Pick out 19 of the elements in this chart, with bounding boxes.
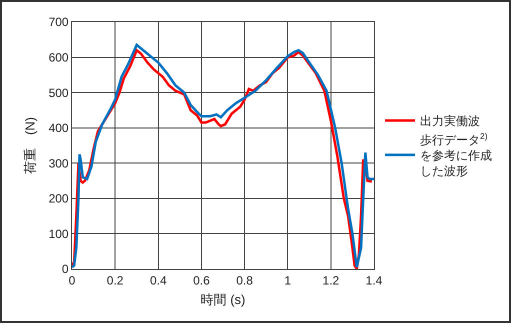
y-tick-label: 400 — [48, 121, 69, 136]
x-tick-label: 1.4 — [366, 273, 383, 288]
x-tick-label: 0.6 — [193, 273, 210, 288]
y-tick-label: 200 — [48, 192, 69, 206]
x-tick-label: 1 — [284, 273, 292, 288]
x-tick-label: 0.2 — [106, 273, 124, 288]
y-tick-label: 0 — [62, 262, 69, 276]
x-tick-label: 0.8 — [236, 273, 254, 288]
y-tick-label: 600 — [48, 50, 69, 64]
x-tick-label: 0.4 — [150, 273, 167, 288]
x-tick-label: 1.2 — [322, 273, 340, 288]
y-tick-label: 100 — [48, 226, 69, 241]
legend-label: 歩行データ$^{2)}$を参考に作成した波形 — [420, 130, 492, 178]
y-tick-label: 300 — [48, 156, 69, 170]
legend-label: 出力実働波 — [420, 114, 480, 128]
y-axis-title: 荷重 (N) — [22, 116, 38, 174]
y-tick-label: 500 — [48, 86, 69, 100]
y-tick-label: 700 — [48, 15, 69, 30]
x-axis-title: 時間 (s) — [200, 292, 246, 307]
